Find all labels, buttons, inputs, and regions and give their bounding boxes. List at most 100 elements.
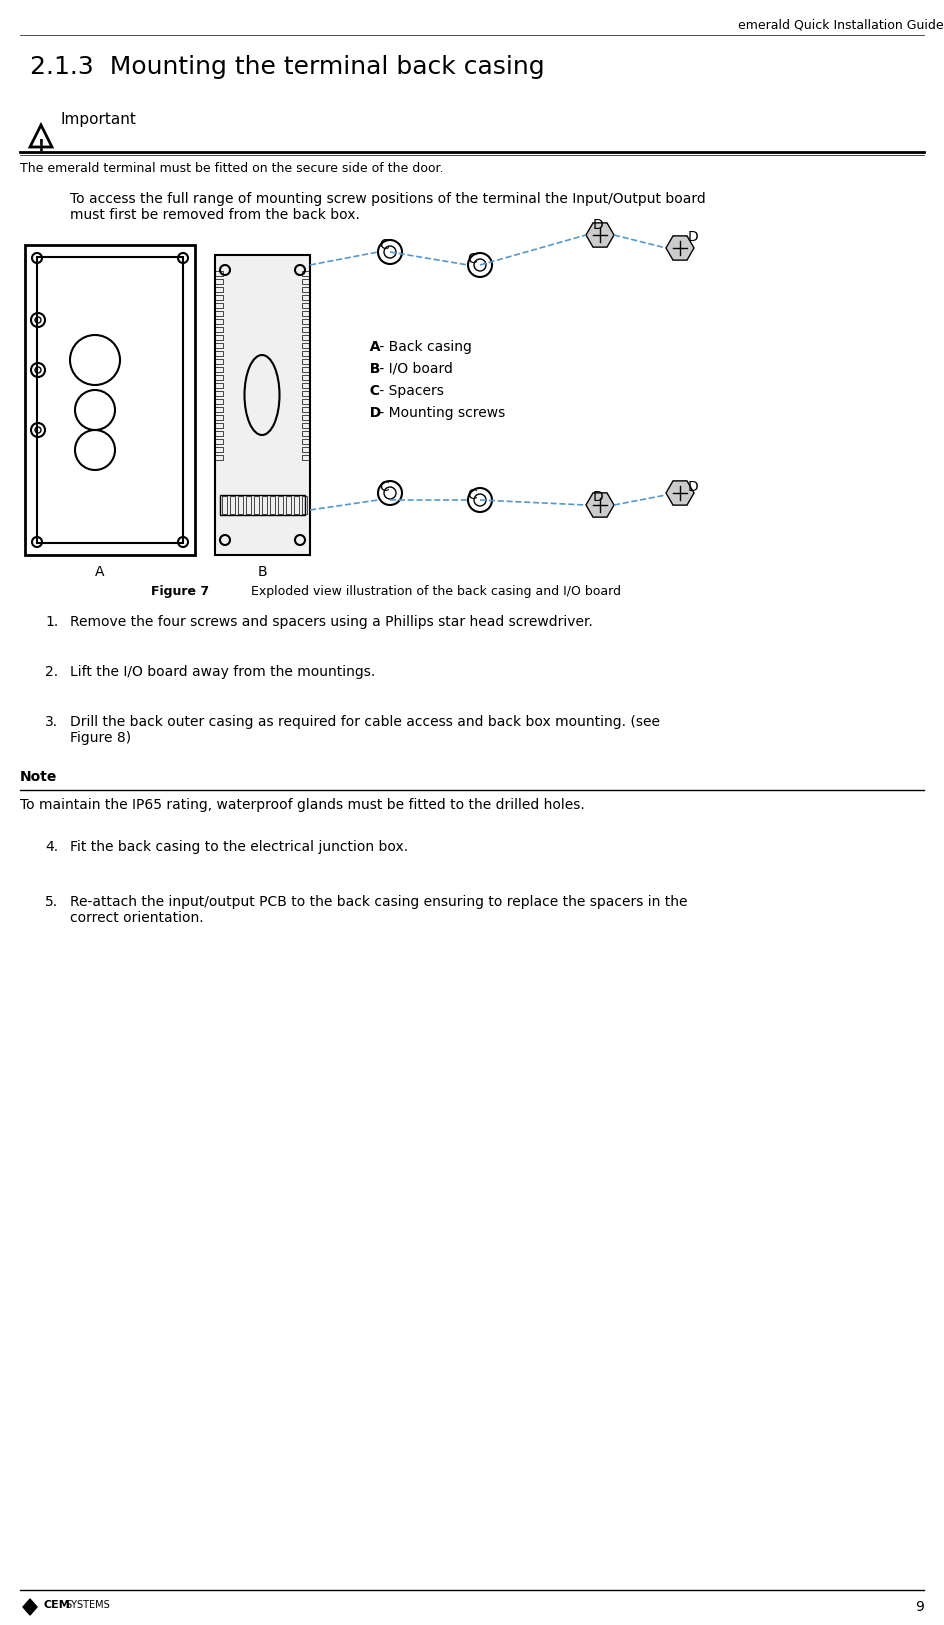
Text: - Back casing: - Back casing	[375, 340, 472, 354]
Bar	[215, 343, 223, 348]
Text: 3.: 3.	[45, 715, 59, 730]
Bar	[215, 271, 223, 276]
Bar	[215, 375, 223, 380]
Bar	[215, 367, 223, 372]
Text: Remove the four screws and spacers using a Phillips star head screwdriver.: Remove the four screws and spacers using…	[70, 614, 593, 629]
Text: B: B	[257, 566, 267, 578]
Bar	[215, 392, 223, 396]
Bar	[302, 343, 310, 348]
Bar	[215, 422, 223, 427]
Bar	[230, 496, 235, 514]
Polygon shape	[23, 1599, 37, 1615]
Text: 2.: 2.	[45, 665, 59, 679]
Bar	[278, 496, 283, 514]
Bar	[215, 280, 223, 284]
Bar	[215, 296, 223, 301]
Bar	[302, 280, 310, 284]
Text: - Spacers: - Spacers	[375, 384, 444, 398]
Bar	[302, 288, 310, 292]
Bar	[215, 288, 223, 292]
Bar	[302, 359, 310, 364]
Bar	[215, 431, 223, 436]
Text: 9: 9	[915, 1601, 924, 1614]
Text: 2.1.3  Mounting the terminal back casing: 2.1.3 Mounting the terminal back casing	[30, 55, 545, 80]
Bar	[215, 406, 223, 413]
Text: C: C	[379, 479, 389, 494]
Bar	[294, 496, 299, 514]
Bar	[215, 302, 223, 309]
Text: Important: Important	[60, 112, 136, 127]
Bar	[25, 245, 195, 556]
Polygon shape	[586, 223, 614, 247]
Text: C: C	[360, 384, 380, 398]
Text: D: D	[360, 406, 381, 419]
Bar	[302, 302, 310, 309]
Bar	[270, 496, 275, 514]
Bar	[215, 335, 223, 340]
Bar	[302, 422, 310, 427]
Text: B: B	[360, 362, 380, 375]
Bar	[246, 496, 251, 514]
Text: D: D	[687, 479, 699, 494]
Bar	[302, 310, 310, 315]
Text: Figure 7: Figure 7	[151, 585, 209, 598]
Bar	[302, 414, 310, 419]
Text: SYSTEMS: SYSTEMS	[65, 1601, 110, 1610]
Bar	[302, 392, 310, 396]
Bar	[215, 414, 223, 419]
Text: D: D	[593, 218, 603, 232]
Text: The emerald terminal must be fitted on the secure side of the door.: The emerald terminal must be fitted on t…	[20, 162, 444, 176]
Text: Note: Note	[20, 770, 58, 783]
Bar	[302, 318, 310, 323]
Text: Exploded view illustration of the back casing and I/O board: Exploded view illustration of the back c…	[247, 585, 621, 598]
Text: C: C	[467, 252, 477, 266]
Bar	[302, 384, 310, 388]
Bar	[302, 496, 307, 514]
Text: To maintain the IP65 rating, waterproof glands must be fitted to the drilled hol: To maintain the IP65 rating, waterproof …	[20, 798, 584, 812]
Text: C: C	[467, 488, 477, 502]
Bar	[215, 384, 223, 388]
Bar	[37, 257, 183, 543]
Text: D: D	[687, 231, 699, 244]
Bar	[262, 496, 267, 514]
Bar	[302, 375, 310, 380]
Bar	[302, 455, 310, 460]
Bar	[302, 351, 310, 356]
Polygon shape	[666, 236, 694, 260]
Bar	[302, 439, 310, 444]
Text: Fit the back casing to the electrical junction box.: Fit the back casing to the electrical ju…	[70, 840, 408, 855]
Bar	[215, 455, 223, 460]
Bar	[215, 359, 223, 364]
Text: CEM: CEM	[43, 1601, 70, 1610]
Bar	[302, 447, 310, 452]
Text: emerald Quick Installation Guide: emerald Quick Installation Guide	[738, 18, 944, 31]
Bar	[215, 400, 223, 405]
Text: To access the full range of mounting screw positions of the terminal the Input/O: To access the full range of mounting scr…	[70, 192, 706, 223]
Bar	[215, 327, 223, 331]
Bar	[215, 255, 310, 556]
Bar	[215, 351, 223, 356]
Bar	[215, 447, 223, 452]
Text: 1.: 1.	[45, 614, 59, 629]
Text: Re-attach the input/output PCB to the back casing ensuring to replace the spacer: Re-attach the input/output PCB to the ba…	[70, 895, 687, 925]
Bar	[302, 400, 310, 405]
Text: - Mounting screws: - Mounting screws	[375, 406, 505, 419]
Polygon shape	[586, 492, 614, 517]
Polygon shape	[666, 481, 694, 505]
Text: 5.: 5.	[45, 895, 59, 908]
Bar	[286, 496, 291, 514]
Bar	[238, 496, 243, 514]
Bar	[222, 496, 227, 514]
Bar	[302, 406, 310, 413]
Bar	[220, 496, 305, 515]
Bar	[302, 271, 310, 276]
Text: !: !	[38, 140, 44, 154]
Bar	[302, 367, 310, 372]
Bar	[302, 431, 310, 436]
Text: - I/O board: - I/O board	[375, 362, 453, 375]
Bar	[215, 439, 223, 444]
Text: Lift the I/O board away from the mountings.: Lift the I/O board away from the mountin…	[70, 665, 376, 679]
Text: D: D	[593, 491, 603, 504]
Bar	[215, 310, 223, 315]
Text: Drill the back outer casing as required for cable access and back box mounting. : Drill the back outer casing as required …	[70, 715, 660, 746]
